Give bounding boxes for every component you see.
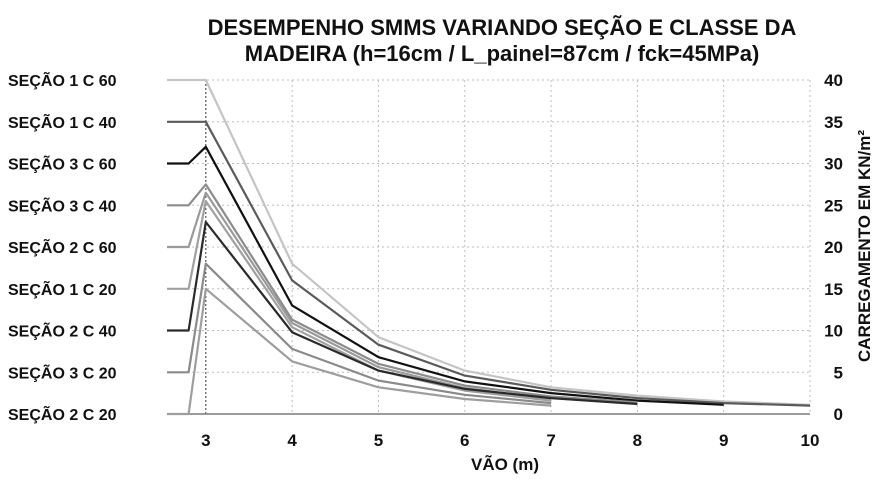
series-line-5 xyxy=(167,191,552,401)
x-tick-label-10: 10 xyxy=(801,431,820,450)
series-lines xyxy=(167,78,811,416)
y-tick-label-20: 20 xyxy=(824,238,843,257)
series-line-6 xyxy=(167,200,552,402)
series-line-8 xyxy=(167,262,552,405)
legend-label-2: SEÇÃO 1 C 40 xyxy=(8,112,117,132)
series-line-3 xyxy=(167,145,724,406)
series-line-2 xyxy=(167,120,811,407)
y-axis-ticks: 0 5 10 15 20 25 30 35 40 xyxy=(824,71,843,424)
series-line-7 xyxy=(167,220,638,406)
series-line-1 xyxy=(167,78,811,406)
x-tick-label-4: 4 xyxy=(287,431,297,450)
grid xyxy=(167,79,811,415)
y-tick-label-40: 40 xyxy=(824,71,843,90)
x-tick-label-6: 6 xyxy=(460,431,469,450)
y-tick-label-5: 5 xyxy=(834,363,843,382)
series-line-4 xyxy=(167,183,638,404)
x-tick-label-3: 3 xyxy=(201,431,210,450)
legend-label-6: SEÇÃO 1 C 20 xyxy=(8,279,117,299)
y-tick-label-10: 10 xyxy=(824,322,843,341)
legend-label-8: SEÇÃO 3 C 20 xyxy=(8,362,117,382)
legend-label-5: SEÇÃO 2 C 60 xyxy=(8,237,117,257)
chart-title-line-2: MADEIRA (h=16cm / L_painel=87cm / fck=45… xyxy=(245,41,760,66)
legend-label-3: SEÇÃO 3 C 60 xyxy=(8,154,117,174)
series-line-9 xyxy=(167,287,552,416)
y-axis-label: CARREGAMENTO EM KN/m² xyxy=(855,130,874,362)
x-tick-label-5: 5 xyxy=(374,431,383,450)
legend-label-9: SEÇÃO 2 C 20 xyxy=(8,404,117,424)
chart-title-line-1: DESEMPENHO SMMS VARIANDO SEÇÃO E CLASSE … xyxy=(208,15,797,40)
y-tick-label-15: 15 xyxy=(824,280,843,299)
y-tick-label-0: 0 xyxy=(834,405,843,424)
x-axis-ticks: 3 4 5 6 7 8 9 10 xyxy=(201,431,819,450)
legend-label-7: SEÇÃO 2 C 40 xyxy=(8,321,117,341)
x-tick-label-9: 9 xyxy=(719,431,728,450)
x-axis-label: VÃO (m) xyxy=(471,454,539,474)
x-tick-label-7: 7 xyxy=(546,431,555,450)
y-tick-label-25: 25 xyxy=(824,196,843,215)
legend-label-1: SEÇÃO 1 C 60 xyxy=(8,70,117,90)
legend-label-4: SEÇÃO 3 C 40 xyxy=(8,195,117,215)
y-tick-label-35: 35 xyxy=(824,113,843,132)
legend: SEÇÃO 1 C 60 SEÇÃO 1 C 40 SEÇÃO 3 C 60 SEÇÃ… xyxy=(8,70,117,424)
x-tick-label-8: 8 xyxy=(633,431,642,450)
y-tick-label-30: 30 xyxy=(824,155,843,174)
